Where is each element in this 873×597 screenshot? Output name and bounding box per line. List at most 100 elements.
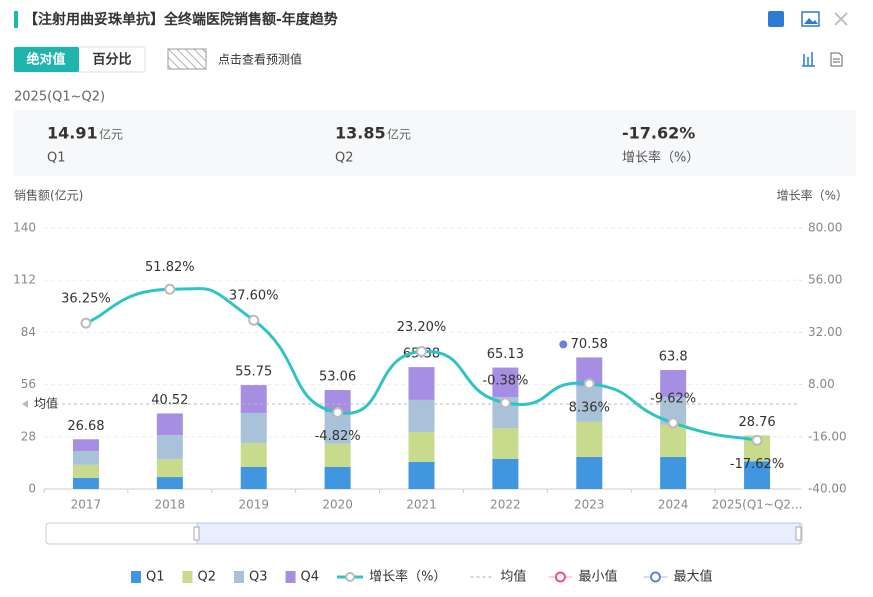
growth-label: 37.60% — [229, 289, 279, 304]
bar-segment — [324, 467, 351, 489]
bar-segment — [408, 367, 435, 400]
bar-segment — [156, 435, 183, 460]
summary-value: -17.62% — [622, 124, 695, 143]
legend-label: 增长率（%） — [369, 569, 446, 585]
growth-label: -4.82% — [315, 429, 361, 444]
summary-label: 增长率（%） — [622, 150, 699, 166]
forecast-swatch[interactable] — [167, 48, 207, 70]
toolbar-icons[interactable] — [768, 11, 848, 67]
legend-label: 均值 — [500, 569, 526, 585]
x-tick-label: 2025(Q1~Q2... — [712, 498, 803, 512]
x-tick-label: 2023 — [574, 498, 605, 512]
y2-tick-label: 32.00 — [808, 325, 842, 339]
total-label: 55.75 — [235, 365, 272, 380]
y2-tick-label: 56.00 — [808, 273, 842, 287]
summary-panel — [14, 110, 856, 176]
bar-segment — [156, 413, 183, 436]
average-arrow — [22, 399, 28, 408]
bar-segment — [156, 459, 183, 478]
summary-unit: 亿元 — [99, 127, 123, 142]
x-tick-label: 2019 — [238, 498, 269, 512]
bar-segment — [324, 390, 351, 413]
bar-segment — [72, 450, 99, 465]
zoom-handle[interactable] — [795, 526, 802, 541]
y-tick-label: 28 — [21, 429, 36, 443]
y-tick-label: 140 — [13, 221, 36, 235]
growth-point — [164, 283, 176, 295]
growth-label: -0.38% — [482, 373, 528, 388]
total-label: 28.76 — [738, 415, 775, 430]
legend-label: Q3 — [249, 570, 268, 585]
bar-segment — [576, 421, 603, 457]
total-label: 40.52 — [151, 393, 188, 408]
growth-label: 23.20% — [397, 320, 447, 335]
bar-segment — [492, 428, 519, 459]
legend-label: Q1 — [146, 570, 165, 585]
legend-swatch — [131, 571, 141, 583]
legend-swatch — [554, 571, 566, 583]
growth-point — [80, 317, 92, 329]
max-marker — [559, 340, 568, 349]
x-tick-label: 2021 — [406, 498, 437, 512]
bar-segment — [240, 442, 267, 468]
toggle-active[interactable] — [14, 47, 79, 72]
bar-segment — [240, 412, 267, 443]
y-tick-label: 0 — [28, 482, 36, 496]
forecast-link[interactable]: 点击查看预测值 — [218, 52, 302, 67]
y2-tick-label: 80.00 — [808, 221, 842, 235]
bar-segment — [744, 461, 771, 489]
summary-value: 14.91 — [47, 124, 98, 143]
bar-segment — [156, 477, 183, 489]
toggle-percent[interactable]: 百分比 — [92, 52, 131, 68]
summary-unit: 亿元 — [387, 127, 411, 142]
bar-segment — [660, 456, 687, 489]
bar-segment — [492, 367, 519, 398]
growth-point — [499, 397, 511, 409]
bar-segment — [72, 439, 99, 451]
x-tick-label: 2022 — [490, 498, 521, 512]
bar-segment — [240, 385, 267, 413]
y2-tick-label: -16.00 — [808, 429, 847, 443]
bar-segment — [72, 477, 99, 489]
y2-axis-title: 增长率（%） — [777, 188, 848, 203]
bar-segment — [240, 467, 267, 489]
x-tick-label: 2018 — [155, 498, 186, 512]
bar-segment — [72, 464, 99, 478]
title-accent — [14, 11, 18, 28]
y2-tick-label: 8.00 — [808, 377, 835, 391]
y-tick-label: 84 — [21, 325, 36, 339]
legend-label: Q2 — [198, 570, 217, 585]
growth-point — [248, 314, 260, 326]
legend-swatch — [182, 571, 193, 583]
period: 2025(Q1~Q2) — [14, 90, 105, 105]
total-label: 26.68 — [67, 419, 104, 434]
bar-segment — [492, 458, 519, 489]
legend-label: 最小值 — [578, 569, 617, 585]
page-title: 【注射用曲妥珠单抗】全终端医院销售额-年度趋势 — [24, 11, 338, 28]
legend-swatch — [285, 571, 296, 583]
y2-tick-label: -40.00 — [808, 482, 847, 496]
legend-swatch — [649, 571, 661, 583]
summary-label: Q2 — [335, 151, 354, 166]
x-tick-label: 2024 — [658, 498, 689, 512]
growth-label: 8.36% — [569, 400, 610, 415]
y-tick-label: 112 — [13, 273, 36, 287]
growth-point — [751, 434, 763, 446]
zoom-window[interactable] — [196, 522, 801, 545]
toggle-absolute[interactable]: 绝对值 — [26, 52, 65, 68]
y-tick-label: 56 — [21, 377, 36, 391]
legend-swatch — [234, 571, 245, 583]
growth-point — [583, 378, 595, 390]
legend-swatch — [345, 572, 356, 582]
bar-segment — [576, 456, 603, 489]
bar-segment — [324, 443, 351, 468]
zoom-handle[interactable] — [193, 526, 200, 541]
growth-label: 51.82% — [145, 260, 195, 275]
growth-point — [332, 406, 344, 418]
bar-segment — [660, 424, 687, 457]
x-tick-label: 2020 — [322, 498, 353, 512]
growth-label: 36.25% — [61, 292, 111, 307]
summary-value: 13.85 — [335, 124, 386, 143]
total-label: 65.13 — [487, 347, 524, 362]
